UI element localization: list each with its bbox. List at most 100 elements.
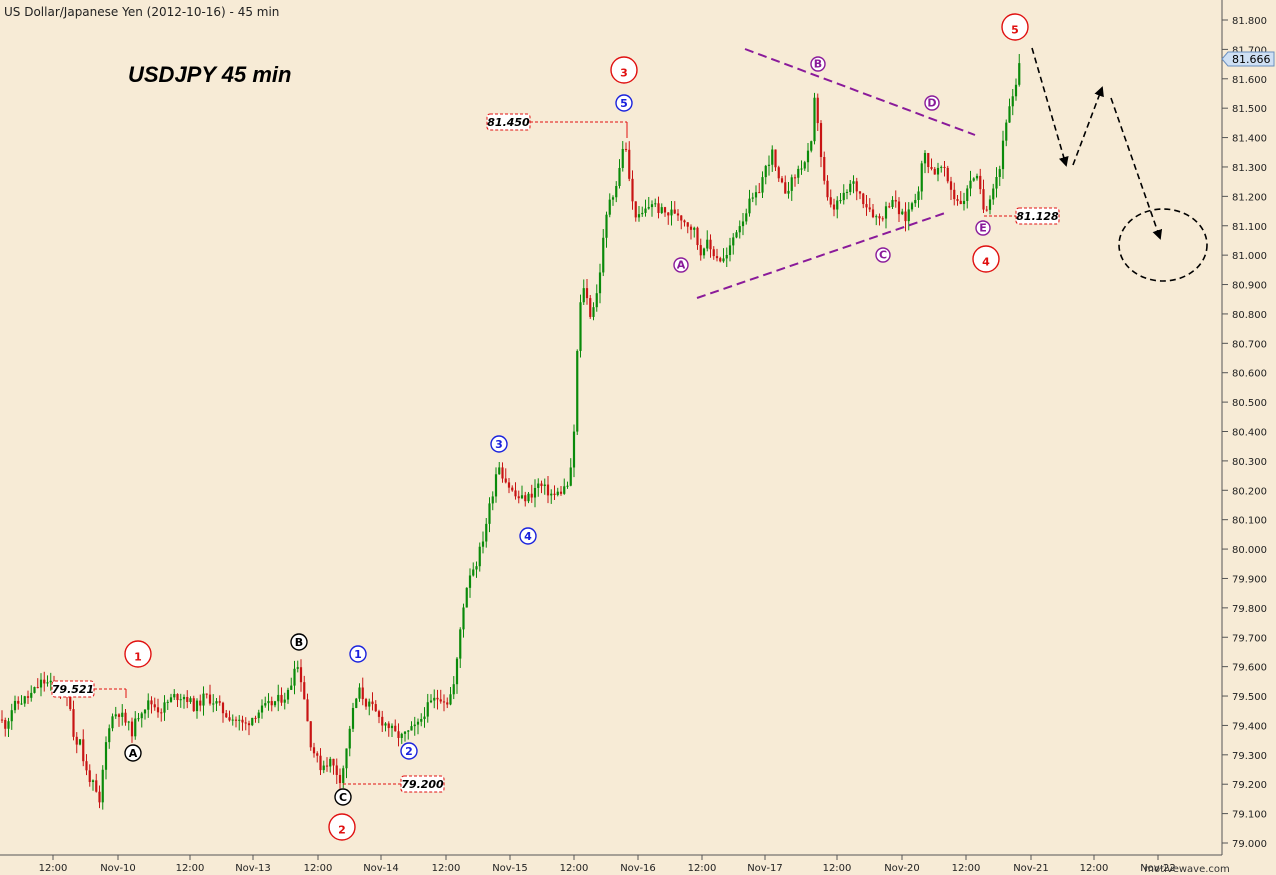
candle (858, 191, 862, 200)
candle-body (260, 705, 264, 713)
candle (946, 165, 949, 184)
candle (176, 693, 179, 707)
candle (1001, 130, 1005, 179)
candle (501, 462, 504, 483)
candle-body (654, 203, 657, 205)
wave-label-red-text: 5 (1011, 23, 1019, 36)
candle-body (556, 491, 559, 495)
wave-label-blue: 2 (400, 742, 418, 760)
candle-body (280, 694, 283, 703)
candle (166, 699, 169, 710)
candle (381, 710, 384, 733)
candle (959, 191, 962, 205)
wave-label-red-text: 2 (338, 823, 346, 836)
candle (667, 212, 670, 225)
candle-body (608, 199, 611, 215)
candle (13, 695, 17, 714)
candle (787, 181, 790, 199)
candle-body (546, 484, 550, 496)
candle-body (10, 710, 13, 722)
candle-body (384, 723, 387, 726)
candle-body (865, 204, 868, 208)
projection-arrow (1072, 86, 1104, 166)
candle-body (754, 192, 758, 198)
candle-body (283, 699, 286, 703)
candle (143, 709, 147, 720)
candle-body (381, 716, 384, 726)
candle (355, 697, 358, 709)
chart-title: USDJPY 45 min (128, 62, 291, 87)
candle-body (676, 213, 680, 216)
candle (205, 693, 208, 699)
candle (140, 711, 143, 728)
candle-body (423, 716, 426, 720)
candle (338, 768, 342, 793)
candle-body (813, 97, 816, 142)
candle (735, 229, 738, 239)
wave-label-black-circle (124, 744, 142, 762)
candle-body (858, 191, 862, 194)
candle (322, 760, 325, 774)
wave-label-black: C (334, 788, 352, 806)
candle (377, 709, 381, 724)
candle-body (156, 707, 160, 713)
candle-body (605, 214, 608, 238)
candle-body (803, 162, 806, 169)
candle (910, 201, 914, 212)
candle-body (101, 769, 104, 803)
wave-label-purple: B (810, 56, 826, 72)
candle-body (589, 298, 592, 317)
candle-body (413, 724, 416, 727)
candle-body (624, 148, 628, 150)
candle-body (400, 733, 403, 738)
candle-body (267, 701, 270, 704)
candle (780, 176, 784, 184)
candle (75, 732, 78, 754)
candle-body (992, 188, 995, 200)
candle-body (930, 167, 933, 169)
x-tick-label: 12:00 (560, 863, 589, 874)
candle-body (98, 791, 101, 803)
candle (774, 149, 777, 171)
candle-body (595, 293, 598, 308)
candle-body (975, 175, 979, 179)
y-tick-label: 80.700 (1232, 339, 1267, 350)
candle (446, 697, 449, 709)
candle-body (26, 696, 30, 698)
wave-label-purple-text: A (677, 259, 686, 272)
candle-body (507, 482, 511, 488)
candle-body (75, 736, 78, 745)
candle (920, 160, 923, 200)
candle (897, 197, 901, 223)
x-tick-label: 12:00 (432, 863, 461, 874)
candle-body (416, 721, 420, 725)
candle (49, 672, 52, 691)
candle (702, 247, 706, 259)
candle (543, 478, 546, 495)
candle (208, 684, 212, 706)
candle-body (137, 718, 140, 720)
current-price-label: 81.666 (1232, 53, 1271, 66)
candle-body (839, 200, 842, 202)
candle-body (238, 719, 241, 721)
candle-body (1001, 140, 1005, 170)
candle (449, 687, 452, 706)
candle-body (836, 200, 839, 210)
candle-body (147, 700, 150, 710)
candle (33, 686, 36, 694)
candle (23, 695, 26, 707)
candle (290, 677, 293, 690)
candle (819, 120, 823, 168)
candle (810, 140, 813, 153)
candle-body (728, 245, 732, 255)
candle (325, 757, 329, 772)
candle (741, 212, 745, 236)
wave-label-purple-text: D (927, 97, 936, 110)
candle (559, 485, 563, 496)
wave-label-blue-circle (519, 527, 537, 545)
candle-body (797, 168, 800, 178)
candle (891, 196, 894, 209)
candle-body (485, 523, 488, 542)
candle-body (348, 728, 351, 749)
